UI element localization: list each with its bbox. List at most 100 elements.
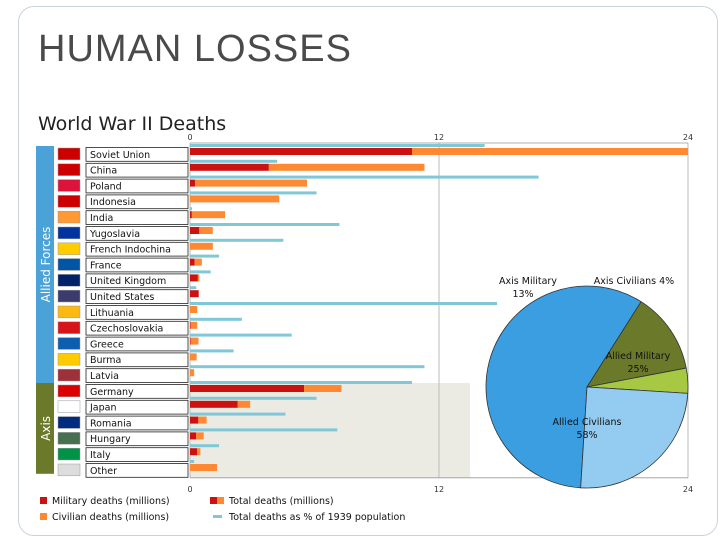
- civilian-bar: [190, 464, 217, 471]
- tick-label-bottom: 24: [683, 485, 693, 494]
- civilian-bar: [268, 163, 425, 171]
- flag-icon: [57, 242, 81, 255]
- legend-swatch-civilian: [40, 513, 47, 520]
- bars: [190, 144, 688, 471]
- country-label: Poland: [90, 181, 122, 192]
- military-bar: [190, 258, 195, 266]
- military-bar: [190, 290, 199, 298]
- civilian-bar: [190, 195, 280, 203]
- military-bar: [190, 179, 195, 187]
- civilian-bar: [197, 274, 200, 282]
- country-label: Other: [90, 466, 117, 477]
- country-cell: [85, 368, 189, 383]
- civilian-bar: [304, 385, 342, 392]
- slide-frame: [18, 6, 718, 536]
- military-bar: [190, 148, 413, 155]
- civilian-bar: [190, 306, 198, 313]
- country-cell: [85, 305, 189, 320]
- flag-icon: [57, 274, 81, 287]
- percent-bar: [190, 191, 317, 195]
- tick-label-top: 12: [434, 133, 444, 142]
- civilian-bar: [237, 400, 251, 408]
- flag-icon: [57, 163, 81, 176]
- percent-bar: [190, 381, 413, 384]
- pie-label-allied-military: Allied Military: [606, 351, 671, 362]
- country-label: United States: [90, 292, 154, 303]
- flag-icon: [57, 368, 81, 382]
- legend-swatch-percent: [213, 515, 222, 518]
- chart-title: World War II Deaths: [38, 113, 226, 135]
- pie-slice: [586, 301, 687, 388]
- flag-icon: [57, 226, 81, 240]
- flag-icon: [57, 400, 81, 413]
- percent-bar: [190, 428, 338, 432]
- allied-group-label: Allied Forces: [39, 227, 53, 303]
- military-bar: [190, 227, 200, 234]
- flag-icon: [57, 384, 81, 398]
- civilian-bar: [194, 179, 308, 187]
- percent-bar: [190, 175, 539, 179]
- percent-bar: [190, 349, 234, 353]
- country-label: Indonesia: [90, 197, 136, 208]
- civilian-bar: [412, 148, 688, 155]
- legend-swatch-total-mil: [210, 497, 217, 504]
- military-bar: [190, 432, 197, 440]
- legend-label-percent: Total deaths as % of 1939 population: [228, 512, 405, 523]
- percent-bar: [190, 460, 195, 463]
- country-label: Romania: [90, 418, 132, 429]
- legend-label-civilian: Civilian deaths (millions): [52, 512, 169, 523]
- military-bar: [190, 274, 198, 282]
- military-bar: [190, 337, 191, 345]
- country-cell: [85, 384, 189, 399]
- legend-label-military: Military deaths (millions): [52, 496, 170, 507]
- country-cell: [85, 147, 189, 162]
- civilian-bar: [191, 211, 226, 219]
- country-label: Latvia: [90, 371, 119, 382]
- allied-side-bar: [36, 146, 54, 383]
- percent-bar: [190, 333, 292, 337]
- country-label: Italy: [90, 450, 111, 461]
- flag-icon: [57, 195, 81, 208]
- country-cell: [85, 431, 189, 447]
- country-label: Japan: [89, 403, 117, 414]
- country-label: Soviet Union: [90, 150, 150, 161]
- country-label: China: [90, 166, 117, 177]
- pie-chart: Allied Civilians 58% Axis Military 13% Axis …: [485, 276, 689, 489]
- percent-bar: [190, 317, 242, 321]
- civilian-bar: [190, 337, 199, 345]
- flag-icon: [57, 147, 81, 161]
- country-label: Hungary: [90, 434, 131, 445]
- country-label: Yugoslavia: [89, 229, 140, 240]
- flag-icon: [57, 321, 81, 334]
- flag-icon: [57, 210, 81, 224]
- percent-bar: [190, 270, 211, 274]
- flag-icon: [57, 463, 81, 477]
- percent-bar: [190, 238, 284, 242]
- pie-slice: [580, 386, 689, 489]
- flag-icon: [57, 305, 81, 319]
- percent-bar: [190, 396, 317, 400]
- flag-icon: [57, 416, 81, 429]
- legend-label-total: Total deaths (millions): [228, 496, 334, 507]
- civilian-bar: [197, 448, 201, 456]
- tick-label-bottom: 0: [187, 485, 192, 494]
- percent-bar: [190, 223, 340, 226]
- percent-bar: [190, 254, 220, 258]
- slide-title: HUMAN LOSSES: [38, 28, 352, 70]
- civilian-bar: [196, 432, 204, 440]
- country-cell: [85, 257, 189, 273]
- country-cell: [85, 399, 189, 415]
- country-cell: [85, 415, 189, 431]
- civilian-bar: [190, 353, 197, 361]
- legend-swatch-military: [40, 497, 47, 504]
- country-label: Burma: [90, 355, 121, 366]
- country-label: Germany: [90, 387, 134, 398]
- pie-label-axis-civilians: Axis Civilians 4%: [594, 276, 674, 287]
- country-cell: [85, 162, 189, 178]
- country-cell: [85, 447, 189, 462]
- country-cell: [85, 194, 189, 210]
- country-cell: [85, 463, 189, 478]
- axis-group-label: Axis: [39, 416, 53, 441]
- country-cell: [85, 320, 189, 336]
